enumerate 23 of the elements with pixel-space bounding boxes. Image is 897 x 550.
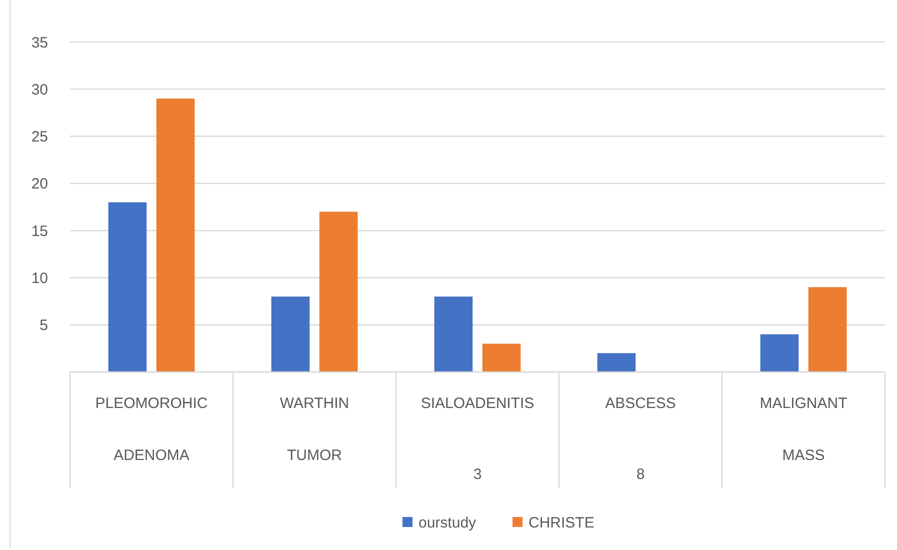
bar [760,334,799,372]
bar [808,287,847,372]
bar [108,202,147,372]
y-tick-label: 25 [31,128,48,146]
y-tick-label: 15 [31,222,48,240]
bar [434,296,473,372]
bar [482,344,521,372]
category-label: MALIGNANT MASS [760,395,848,464]
bar [319,212,358,372]
y-tick-label: 30 [31,81,48,98]
bar [271,296,310,372]
legend-label: ourstudy [418,514,477,532]
y-tick-label: 10 [31,270,48,287]
category-label: SIALOADENITIS 3 [420,395,534,483]
category-label: PLEOMOROHIC ADENOMA [95,395,208,464]
category-label: ABSCESS 8 [605,395,676,483]
bar [597,353,636,372]
y-tick-label: 20 [31,176,48,193]
bar [156,98,195,372]
legend-label: CHRISTE [528,514,594,532]
y-tick-label: 5 [40,317,48,334]
category-label: WARTHIN TUMOR [280,395,350,464]
y-tick-label: 35 [31,34,48,52]
